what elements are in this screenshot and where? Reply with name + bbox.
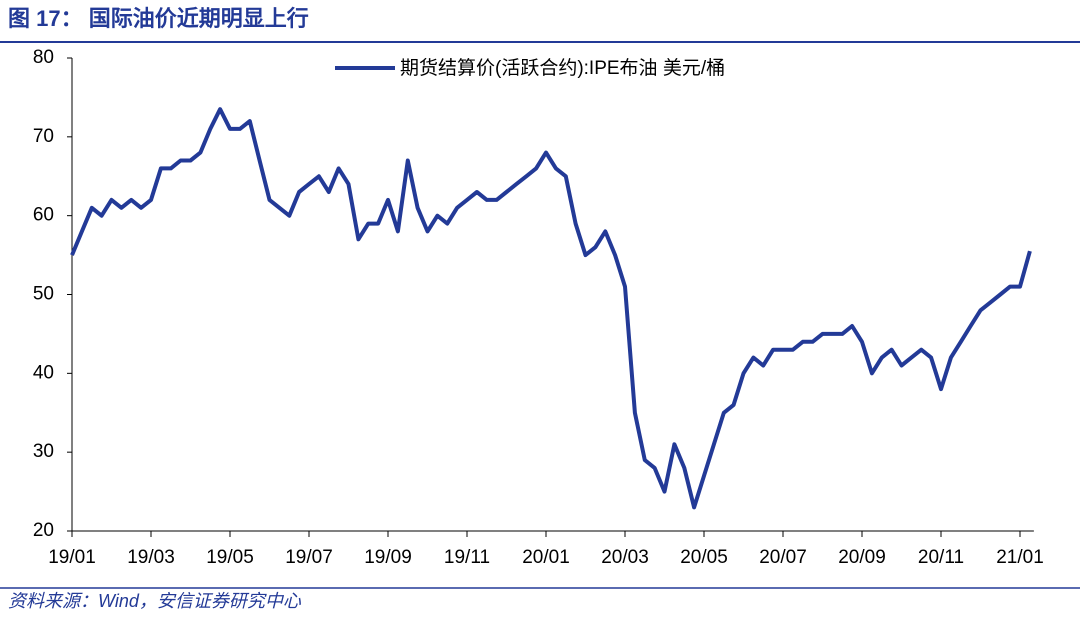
x-tick-label: 20/07 (759, 547, 807, 568)
y-tick-label: 30 (33, 441, 54, 462)
series-line (70, 107, 1032, 510)
x-tick-label: 19/09 (364, 547, 412, 568)
x-tick-label: 19/11 (444, 547, 490, 568)
x-tick-label: 19/05 (206, 547, 254, 568)
y-tick-label: 40 (33, 362, 54, 383)
x-tick-label: 19/01 (48, 547, 96, 568)
y-tick-label: 70 (33, 126, 54, 147)
x-tick-label: 20/05 (680, 547, 728, 568)
x-tick-label: 20/11 (918, 547, 964, 568)
x-tick-label: 20/03 (601, 547, 649, 568)
source: 资料来源：Wind，安信证券研究中心 (8, 591, 302, 611)
chart-title: 图 17： 国际油价近期明显上行 (8, 6, 309, 31)
y-tick-label: 50 (33, 284, 54, 305)
x-tick-label: 21/01 (996, 547, 1044, 568)
y-tick-label: 60 (33, 205, 54, 226)
x-tick-label: 20/09 (838, 547, 886, 568)
x-tick-label: 19/03 (127, 547, 175, 568)
y-tick-label: 20 (33, 520, 54, 541)
y-tick-label: 80 (33, 47, 54, 68)
legend-label: 期货结算价(活跃合约):IPE布油 美元/桶 (400, 57, 725, 79)
x-tick-label: 20/01 (522, 547, 570, 568)
x-tick-label: 19/07 (285, 547, 333, 568)
